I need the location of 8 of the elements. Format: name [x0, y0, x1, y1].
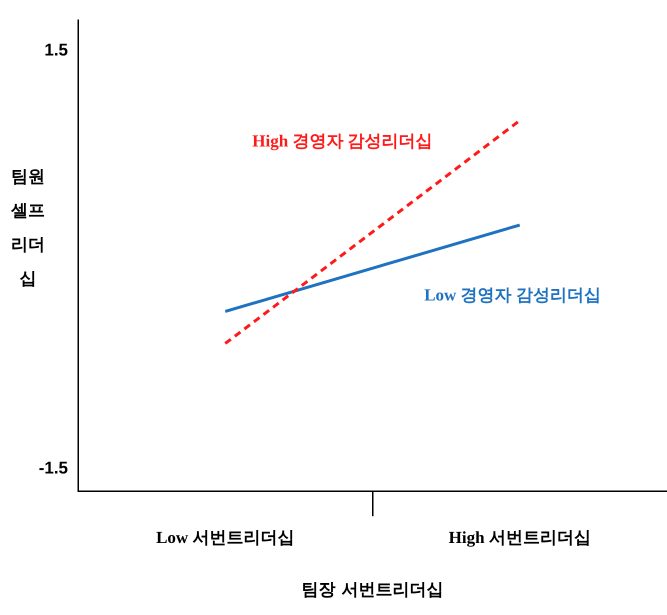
series-label: High 경영자 감성리더십: [252, 131, 433, 150]
x-tick-label: High 서번트리더십: [448, 528, 591, 547]
x-tick-label: Low 서번트리더십: [156, 528, 294, 547]
series-label: Low 경영자 감성리더십: [424, 286, 601, 305]
y-tick-label: 1.5: [44, 40, 68, 60]
y-axis-title: 팀원 셀프리더십: [10, 166, 46, 291]
x-axis-title: 팀장 서번트리더십: [302, 580, 444, 600]
y-tick-label: -1.5: [38, 458, 68, 478]
